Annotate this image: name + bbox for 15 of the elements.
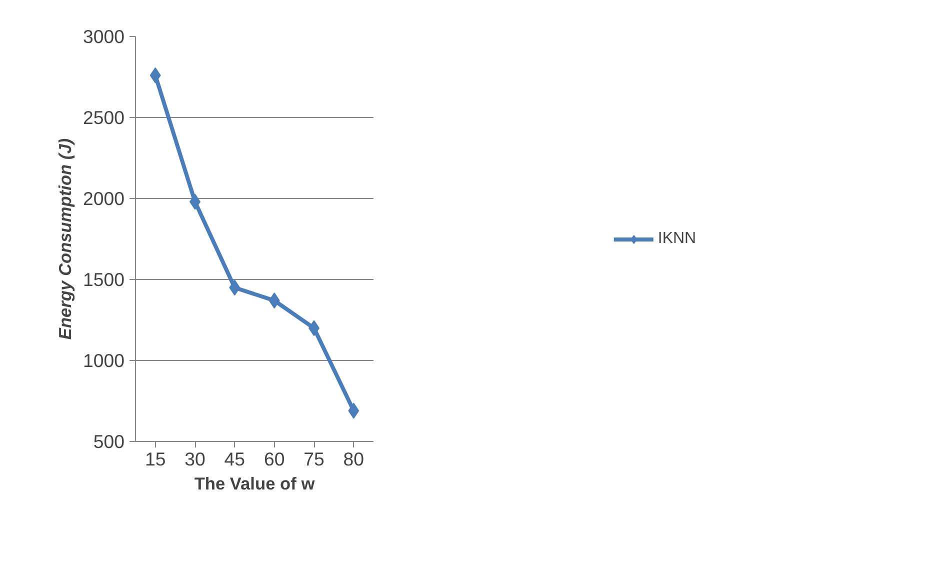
y-tick-label: 2000 <box>82 188 125 209</box>
y-tick-label: 1500 <box>82 269 125 290</box>
y-axis-title: Energy Consumption (J) <box>54 138 75 340</box>
legend-label: IKNN <box>658 230 696 248</box>
x-tick-label: 15 <box>144 448 166 470</box>
x-tick-label: 80 <box>343 448 364 470</box>
y-tick-label: 500 <box>93 431 125 452</box>
y-tick-label: 3000 <box>82 26 125 47</box>
x-tick-label: 30 <box>184 448 206 470</box>
x-tick-label: 75 <box>304 448 324 470</box>
x-tick-label: 45 <box>224 448 246 470</box>
y-tick-label: 2500 <box>82 107 125 128</box>
y-tick-label: 1000 <box>82 350 125 371</box>
x-tick-label: 60 <box>264 448 285 470</box>
x-axis-title: The Value of w <box>194 474 316 494</box>
